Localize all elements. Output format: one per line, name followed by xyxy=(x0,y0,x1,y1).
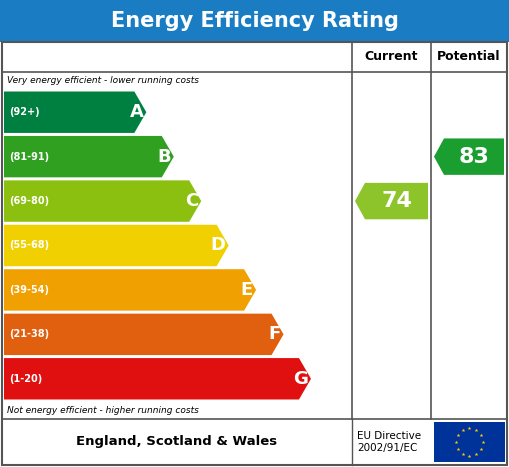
Polygon shape xyxy=(355,183,428,219)
Text: (55-68): (55-68) xyxy=(9,241,49,250)
Text: (69-80): (69-80) xyxy=(9,196,49,206)
Polygon shape xyxy=(4,358,311,399)
Text: EU Directive
2002/91/EC: EU Directive 2002/91/EC xyxy=(357,431,421,453)
Text: Very energy efficient - lower running costs: Very energy efficient - lower running co… xyxy=(7,76,199,85)
Polygon shape xyxy=(434,138,504,175)
Text: 74: 74 xyxy=(381,191,412,211)
Text: A: A xyxy=(129,103,144,121)
Polygon shape xyxy=(4,136,174,177)
Polygon shape xyxy=(4,180,201,222)
Text: B: B xyxy=(157,148,171,166)
Text: E: E xyxy=(241,281,253,299)
Text: (39-54): (39-54) xyxy=(9,285,49,295)
Text: 83: 83 xyxy=(459,147,490,167)
Text: C: C xyxy=(185,192,198,210)
Text: (92+): (92+) xyxy=(9,107,40,117)
Text: G: G xyxy=(293,370,308,388)
Text: Current: Current xyxy=(365,50,418,64)
Text: England, Scotland & Wales: England, Scotland & Wales xyxy=(76,436,277,448)
Bar xyxy=(0,0,509,42)
Polygon shape xyxy=(4,225,229,266)
Text: (1-20): (1-20) xyxy=(9,374,42,384)
Polygon shape xyxy=(4,92,147,133)
Polygon shape xyxy=(4,269,256,311)
Text: Potential: Potential xyxy=(437,50,501,64)
Text: D: D xyxy=(211,236,225,255)
Polygon shape xyxy=(4,314,284,355)
Text: Not energy efficient - higher running costs: Not energy efficient - higher running co… xyxy=(7,406,199,415)
Bar xyxy=(434,422,505,462)
Text: (21-38): (21-38) xyxy=(9,329,49,340)
Text: Energy Efficiency Rating: Energy Efficiency Rating xyxy=(110,11,399,31)
Text: F: F xyxy=(268,325,280,343)
Text: (81-91): (81-91) xyxy=(9,152,49,162)
